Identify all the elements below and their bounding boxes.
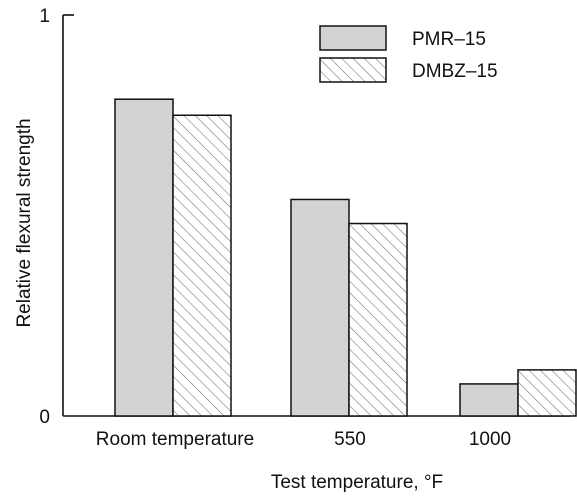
y-tick-label: 1 [39,6,50,27]
bar-dmbz15-0 [172,114,232,417]
y-tick-label: 0 [39,407,50,428]
y-tick-labels: 01 [39,6,50,428]
legend-label-pmr15: PMR–15 [412,29,486,50]
legend-label-dmbz15: DMBZ–15 [412,61,498,82]
x-tick-label: Room temperature [96,429,254,450]
x-tick-labels: Room temperature 550 1000 [96,429,511,450]
y-axis-label: Relative flexural strength [14,118,35,327]
bar-pmr15-1 [290,198,350,417]
bar-pmr15-0 [114,98,174,417]
bars [114,98,577,417]
x-tick-label: 550 [334,429,366,450]
x-axis-label: Test temperature, °F [271,472,443,493]
x-tick-label: 1000 [469,429,511,450]
bar-pmr15-2 [459,383,519,417]
bar-dmbz15-1 [348,222,408,417]
legend-swatch-dmbz15 [319,57,387,83]
bar-dmbz15-2 [517,369,577,417]
legend-swatch-pmr15 [319,25,387,51]
legend: PMR–15 DMBZ–15 [319,25,498,83]
